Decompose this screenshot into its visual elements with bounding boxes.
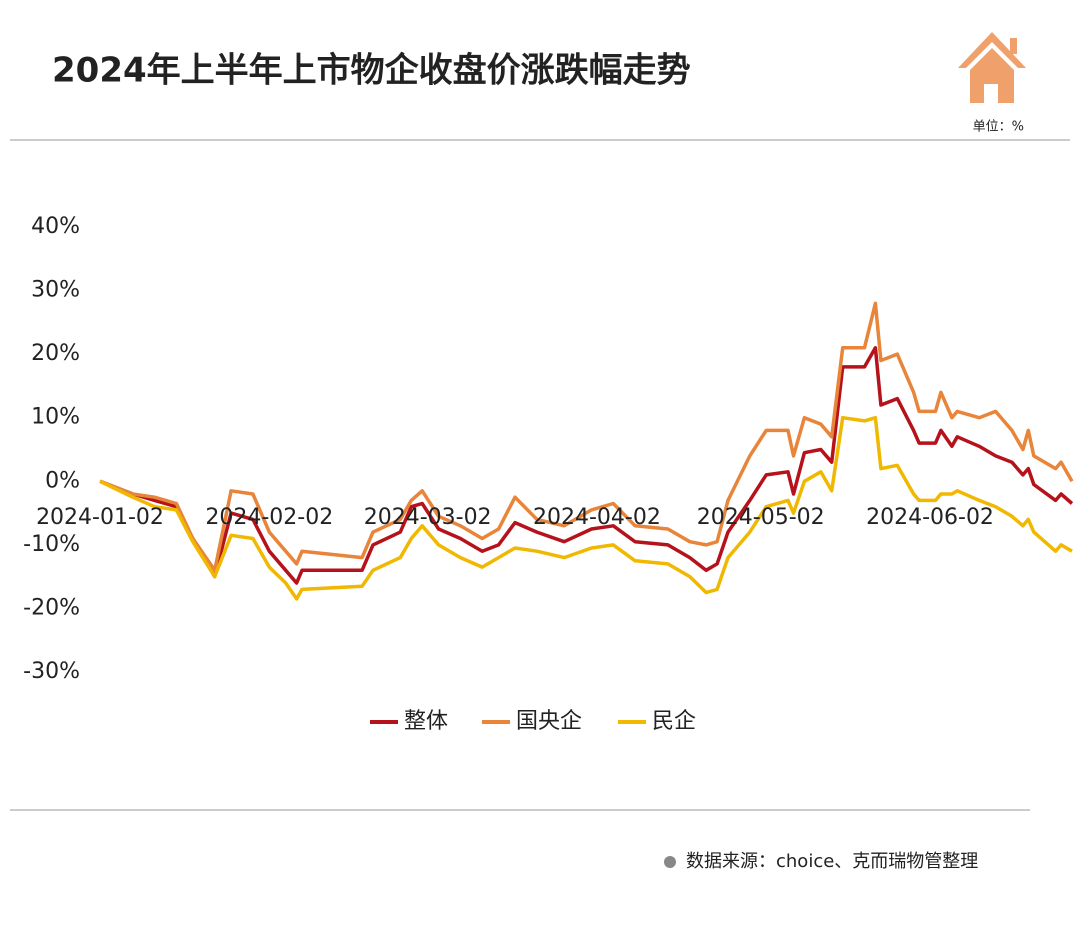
source-bullet — [664, 856, 676, 868]
legend-label: 国央企 — [516, 709, 582, 734]
y-tick-label: -20% — [23, 595, 80, 620]
chart-title: 2024年上半年上市物企收盘价涨跌幅走势 — [52, 51, 691, 91]
y-tick-label: 0% — [45, 468, 80, 493]
series-line — [99, 346, 1074, 585]
series-line — [99, 415, 1073, 601]
x-tick-label: 2024-03-02 — [364, 505, 492, 530]
x-tick-label: 2024-06-02 — [866, 505, 994, 530]
unit-note: 单位：% — [973, 120, 1024, 135]
source-note: 数据来源：choice、克而瑞物管整理 — [686, 851, 978, 872]
legend-label: 整体 — [404, 709, 448, 734]
y-tick-label: -10% — [23, 532, 80, 557]
x-tick-label: 2024-01-02 — [36, 505, 164, 530]
y-tick-label: -30% — [23, 659, 80, 684]
y-tick-label: 20% — [31, 341, 80, 366]
x-tick-label: 2024-05-02 — [697, 505, 825, 530]
y-tick-label: 40% — [31, 214, 80, 239]
x-tick-label: 2024-02-02 — [205, 505, 333, 530]
y-tick-label: 30% — [31, 278, 80, 303]
y-tick-label: 10% — [31, 405, 80, 430]
house-icon — [958, 32, 1026, 103]
x-tick-label: 2024-04-02 — [533, 505, 661, 530]
series-line — [99, 301, 1074, 573]
legend-label: 民企 — [652, 709, 696, 734]
